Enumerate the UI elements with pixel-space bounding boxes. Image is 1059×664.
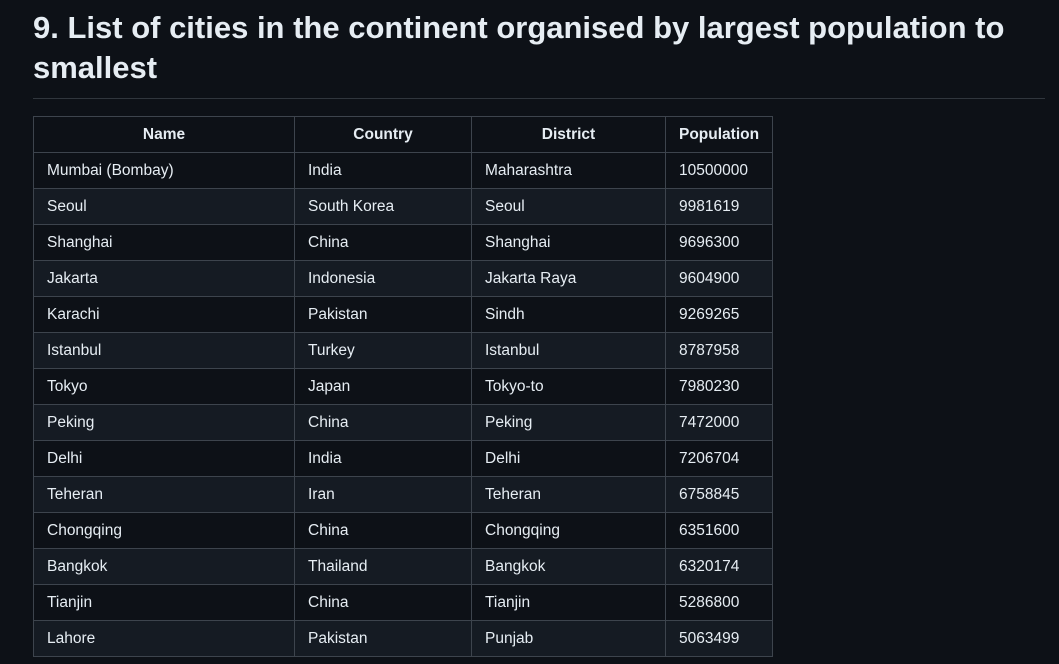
cell-district: Chongqing bbox=[471, 512, 666, 549]
cell-population: 7206704 bbox=[664, 440, 774, 477]
cell-district: Sindh bbox=[471, 296, 666, 333]
cell-name: Teheran bbox=[33, 476, 295, 513]
cell-country: Turkey bbox=[294, 332, 472, 369]
column-header-name: Name bbox=[33, 116, 295, 153]
cell-country: Japan bbox=[294, 368, 472, 405]
cell-district: Maharashtra bbox=[471, 152, 666, 189]
cell-name: Peking bbox=[33, 404, 295, 441]
cell-country: China bbox=[294, 404, 472, 441]
cell-country: China bbox=[294, 224, 472, 261]
table-row: Teheran Iran Teheran 6758845 bbox=[33, 476, 774, 513]
cell-country: Pakistan bbox=[294, 620, 472, 657]
table-row: Tianjin China Tianjin 5286800 bbox=[33, 584, 774, 621]
cell-country: China bbox=[294, 512, 472, 549]
cities-table: Name Country District Population Mumbai … bbox=[33, 116, 774, 657]
table-row: Chongqing China Chongqing 6351600 bbox=[33, 512, 774, 549]
cell-district: Seoul bbox=[471, 188, 666, 225]
page-title: 9. List of cities in the continent organ… bbox=[33, 0, 1045, 99]
cell-name: Karachi bbox=[33, 296, 295, 333]
table-row: Bangkok Thailand Bangkok 6320174 bbox=[33, 548, 774, 585]
table-row: Peking China Peking 7472000 bbox=[33, 404, 774, 441]
cell-name: Chongqing bbox=[33, 512, 295, 549]
cell-population: 9604900 bbox=[664, 260, 774, 297]
markdown-body: 9. List of cities in the continent organ… bbox=[33, 0, 1045, 657]
cell-population: 5286800 bbox=[664, 584, 774, 621]
cell-district: Delhi bbox=[471, 440, 666, 477]
cell-population: 9696300 bbox=[664, 224, 774, 261]
table-row: Lahore Pakistan Punjab 5063499 bbox=[33, 620, 774, 657]
cell-district: Tokyo-to bbox=[471, 368, 666, 405]
cell-name: Shanghai bbox=[33, 224, 295, 261]
cell-population: 9269265 bbox=[664, 296, 774, 333]
cell-population: 6758845 bbox=[664, 476, 774, 513]
table-row: Seoul South Korea Seoul 9981619 bbox=[33, 188, 774, 225]
cell-district: Tianjin bbox=[471, 584, 666, 621]
table-row: Istanbul Turkey Istanbul 8787958 bbox=[33, 332, 774, 369]
cell-country: South Korea bbox=[294, 188, 472, 225]
cell-name: Bangkok bbox=[33, 548, 295, 585]
table-row: Jakarta Indonesia Jakarta Raya 9604900 bbox=[33, 260, 774, 297]
cell-country: Pakistan bbox=[294, 296, 472, 333]
cell-country: China bbox=[294, 584, 472, 621]
cell-name: Tianjin bbox=[33, 584, 295, 621]
table-row: Karachi Pakistan Sindh 9269265 bbox=[33, 296, 774, 333]
cell-district: Teheran bbox=[471, 476, 666, 513]
cell-name: Tokyo bbox=[33, 368, 295, 405]
cell-district: Punjab bbox=[471, 620, 666, 657]
cell-district: Istanbul bbox=[471, 332, 666, 369]
cell-district: Bangkok bbox=[471, 548, 666, 585]
column-header-population: Population bbox=[664, 116, 774, 153]
cell-country: India bbox=[294, 440, 472, 477]
cell-name: Lahore bbox=[33, 620, 295, 657]
cell-population: 6351600 bbox=[664, 512, 774, 549]
cell-name: Seoul bbox=[33, 188, 295, 225]
cell-name: Mumbai (Bombay) bbox=[33, 152, 295, 189]
cell-district: Jakarta Raya bbox=[471, 260, 666, 297]
cell-population: 7472000 bbox=[664, 404, 774, 441]
column-header-country: Country bbox=[294, 116, 472, 153]
cell-name: Delhi bbox=[33, 440, 295, 477]
table-row: Delhi India Delhi 7206704 bbox=[33, 440, 774, 477]
column-header-district: District bbox=[471, 116, 666, 153]
table-row: Mumbai (Bombay) India Maharashtra 105000… bbox=[33, 152, 774, 189]
cell-population: 9981619 bbox=[664, 188, 774, 225]
cell-population: 8787958 bbox=[664, 332, 774, 369]
cell-population: 6320174 bbox=[664, 548, 774, 585]
cell-country: Thailand bbox=[294, 548, 472, 585]
cell-population: 10500000 bbox=[664, 152, 774, 189]
cell-country: Iran bbox=[294, 476, 472, 513]
cell-district: Peking bbox=[471, 404, 666, 441]
cell-population: 7980230 bbox=[664, 368, 774, 405]
cell-country: Indonesia bbox=[294, 260, 472, 297]
cell-district: Shanghai bbox=[471, 224, 666, 261]
table-row: Tokyo Japan Tokyo-to 7980230 bbox=[33, 368, 774, 405]
cell-population: 5063499 bbox=[664, 620, 774, 657]
table-header-row: Name Country District Population bbox=[33, 116, 774, 153]
table-row: Shanghai China Shanghai 9696300 bbox=[33, 224, 774, 261]
cell-name: Jakarta bbox=[33, 260, 295, 297]
cell-country: India bbox=[294, 152, 472, 189]
cell-name: Istanbul bbox=[33, 332, 295, 369]
